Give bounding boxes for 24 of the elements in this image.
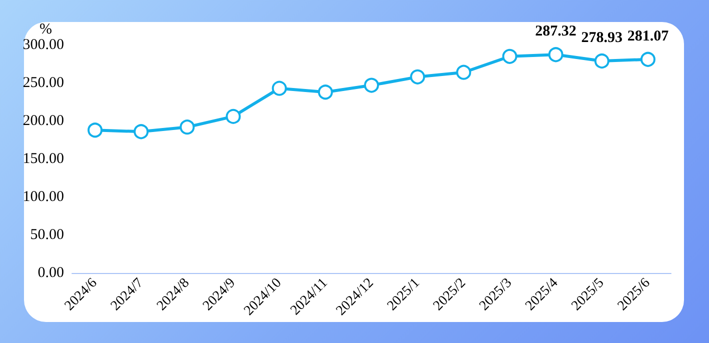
point xyxy=(180,120,195,135)
y-tick-label: 50.00 xyxy=(30,227,64,243)
point xyxy=(272,80,287,96)
point xyxy=(134,124,149,140)
point xyxy=(364,78,379,93)
point xyxy=(226,108,241,124)
y-tick-label: 300.00 xyxy=(22,37,64,53)
y-axis-title: % xyxy=(40,22,52,38)
point xyxy=(548,47,564,62)
point xyxy=(88,122,103,138)
point xyxy=(640,52,656,67)
point xyxy=(594,54,610,69)
y-tick-label: 0.00 xyxy=(38,265,64,281)
point xyxy=(456,64,472,80)
y-tick-label: 200.00 xyxy=(22,113,64,129)
data-label: 278.93 xyxy=(581,30,623,46)
data-label: 287.32 xyxy=(535,24,576,40)
y-tick-label: 250.00 xyxy=(22,75,64,91)
y-tick-label: 150.00 xyxy=(22,151,64,167)
point xyxy=(502,48,518,64)
data-label: 281.07 xyxy=(627,28,670,44)
y-tick-label: 100.00 xyxy=(22,189,64,205)
point xyxy=(318,84,333,100)
point xyxy=(410,69,426,84)
